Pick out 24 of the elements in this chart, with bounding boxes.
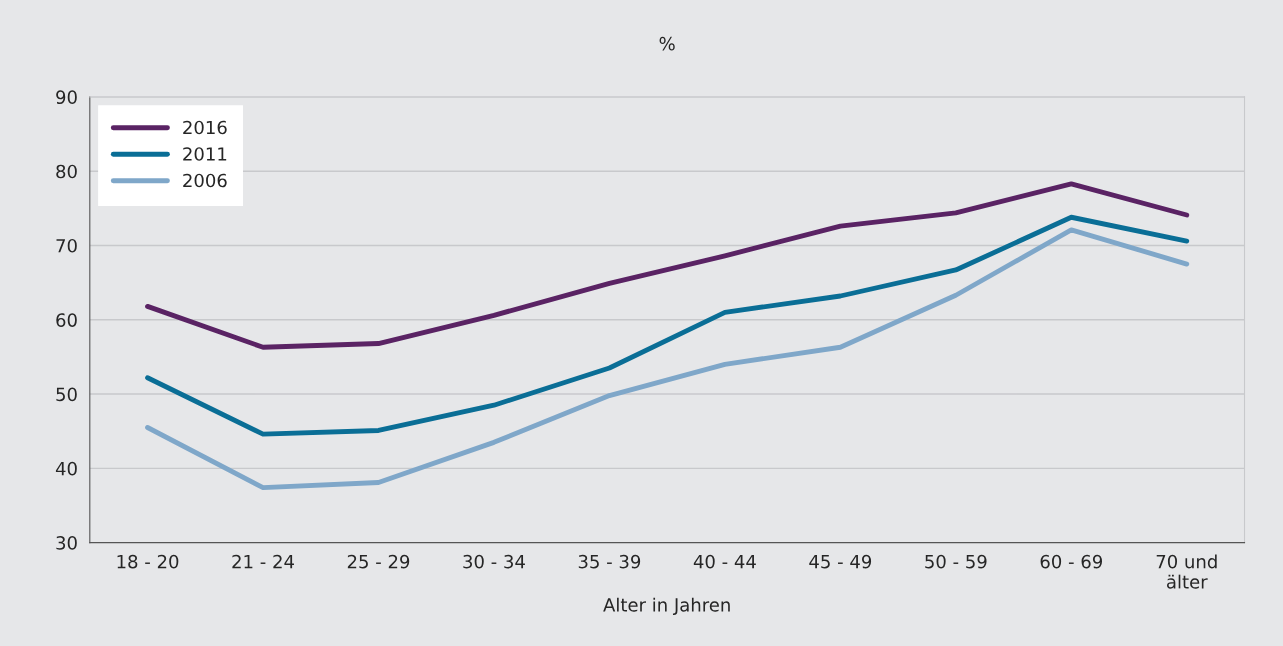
x-tick-label: 35 - 39 [578,554,641,569]
y-axis-title: % [659,36,675,51]
x-tick-label: 50 - 59 [925,554,987,569]
y-tick-label: 90 [56,90,77,105]
y-tick-label: 60 [56,313,77,327]
legend-label: 2016 [183,120,227,135]
y-tick-label: 40 [55,461,77,476]
y-tick-label: 70 [56,238,77,253]
x-tick-label: 70 und älter [1156,554,1217,589]
x-tick-label: 25 - 29 [347,554,410,569]
x-tick-label: 40 - 44 [693,554,756,569]
line-series [145,227,1190,491]
line-series [145,214,1190,437]
x-axis-title: Alter in Jahren [603,597,730,616]
y-tick-label: 80 [56,164,77,179]
x-tick-label: 30 - 34 [463,554,525,569]
x-tick-label: 45 - 49 [809,554,872,569]
x-tick-label: 18 - 20 [117,554,179,569]
y-tick-label: 30 [56,536,77,550]
x-tick-label: 21 - 24 [232,554,294,569]
legend-label: 2006 [183,173,227,188]
legend-label: 2011 [183,147,227,161]
x-tick-label: 60 - 69 [1040,554,1103,569]
y-tick-label: 50 [56,387,77,402]
